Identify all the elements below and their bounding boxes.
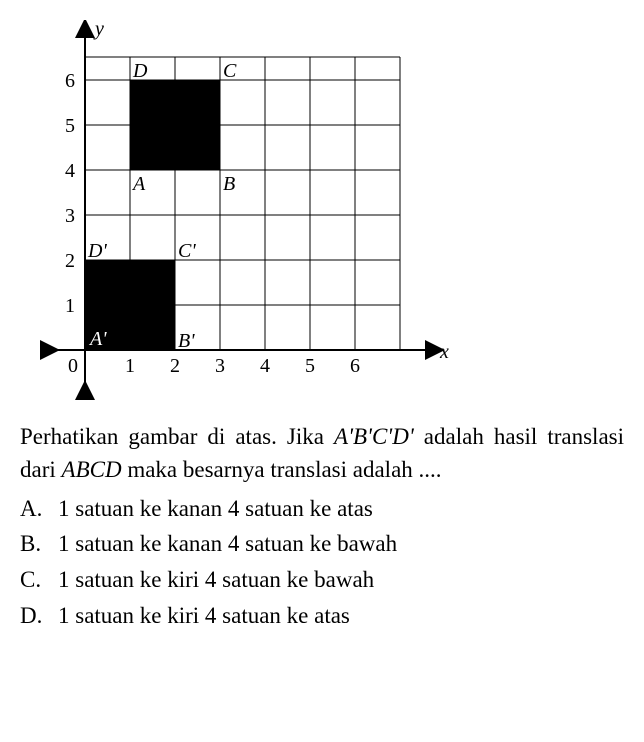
xtick-3: 3 <box>215 355 225 377</box>
ytick-5: 5 <box>65 115 75 137</box>
label-B-prime: B' <box>178 330 195 352</box>
option-B-text: 1 satuan ke kanan 4 satuan ke bawah <box>58 526 397 562</box>
xtick-6: 6 <box>350 355 360 377</box>
option-C-letter: C. <box>20 562 58 598</box>
label-B: B <box>223 173 235 195</box>
option-A: A. 1 satuan ke kanan 4 satuan ke atas <box>20 491 624 527</box>
option-A-letter: A. <box>20 491 58 527</box>
option-C-text: 1 satuan ke kiri 4 satuan ke bawah <box>58 562 374 598</box>
label-D-prime: D' <box>87 240 107 262</box>
ytick-4: 4 <box>65 160 75 182</box>
option-A-text: 1 satuan ke kanan 4 satuan ke atas <box>58 491 373 527</box>
xtick-4: 4 <box>260 355 270 377</box>
question-part3: maka be­sarnya translasi adalah .... <box>122 457 442 482</box>
label-A: A <box>131 173 146 195</box>
question-text: Perhatikan gambar di atas. Jika A'B'C'D'… <box>20 420 624 487</box>
x-axis-label: x <box>439 341 449 363</box>
label-C-prime: C' <box>178 240 196 262</box>
option-D: D. 1 satuan ke kiri 4 satuan ke atas <box>20 598 624 634</box>
xtick-2: 2 <box>170 355 180 377</box>
xtick-1: 1 <box>125 355 135 377</box>
label-D: D <box>132 60 148 82</box>
chart-svg: y x 0 1 2 3 4 5 6 1 2 3 4 5 6 A B C D A'… <box>40 20 460 400</box>
ytick-6: 6 <box>65 70 75 92</box>
label-A-prime: A' <box>88 328 107 350</box>
ytick-1: 1 <box>65 295 75 317</box>
option-C: C. 1 satuan ke kiri 4 satuan ke bawah <box>20 562 624 598</box>
tick-0: 0 <box>68 355 78 377</box>
y-axis-label: y <box>93 20 104 40</box>
xtick-5: 5 <box>305 355 315 377</box>
ytick-3: 3 <box>65 205 75 227</box>
option-D-text: 1 satuan ke kiri 4 satuan ke atas <box>58 598 350 634</box>
option-B-letter: B. <box>20 526 58 562</box>
answer-options: A. 1 satuan ke kanan 4 satuan ke atas B.… <box>20 491 624 634</box>
ytick-2: 2 <box>65 250 75 272</box>
shape-orig: ABCD <box>62 457 122 482</box>
option-D-letter: D. <box>20 598 58 634</box>
shape-prime: A'B'C'D' <box>334 424 414 449</box>
option-B: B. 1 satuan ke kanan 4 satuan ke bawah <box>20 526 624 562</box>
question-part1: Perhatikan gambar di atas. Jika <box>20 424 334 449</box>
translation-chart: y x 0 1 2 3 4 5 6 1 2 3 4 5 6 A B C D A'… <box>40 20 460 400</box>
label-C: C <box>223 60 237 82</box>
